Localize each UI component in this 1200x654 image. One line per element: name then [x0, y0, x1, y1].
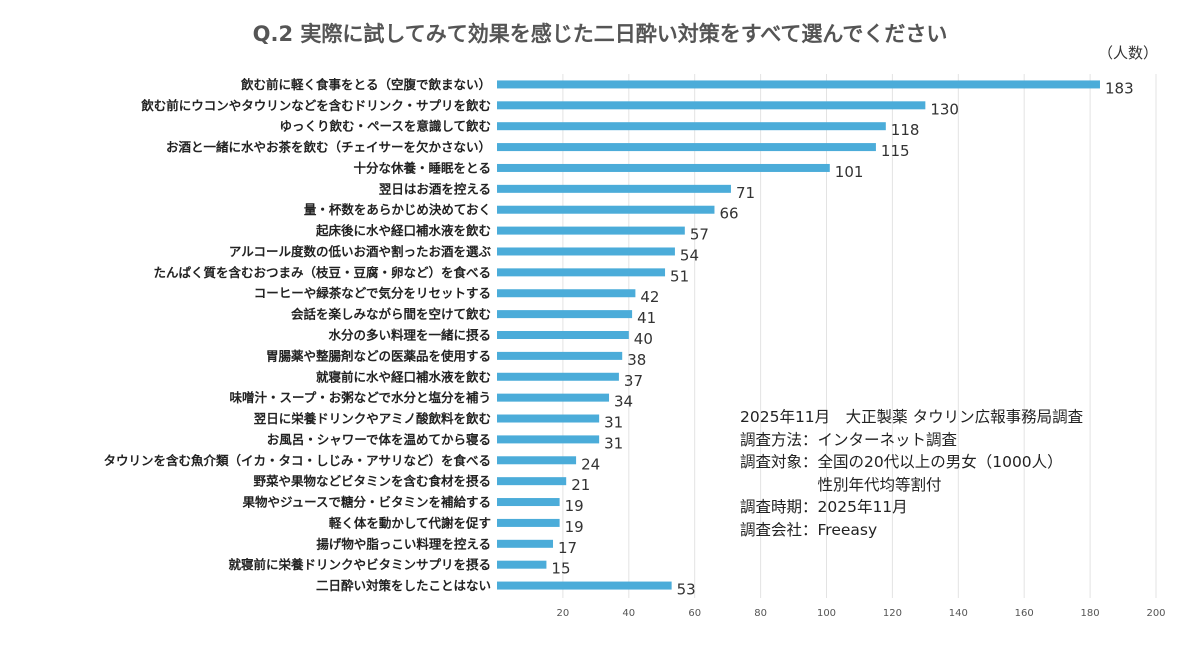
category-label: お酒と一緒に水やお茶を飲む（チェイサーを欠かさない） — [166, 140, 491, 155]
category-label: 量・杯数をあらかじめ決めておく — [304, 202, 491, 217]
value-label: 19 — [565, 518, 584, 536]
bar — [497, 80, 1100, 89]
category-label: アルコール度数の低いお酒や割ったお酒を選ぶ — [229, 244, 492, 259]
survey-note: 2025年11月 大正製薬 タウリン広報事務局調査 調査方法：インターネット調査… — [740, 406, 1083, 541]
bar — [497, 518, 560, 527]
x-tick-label: 160 — [1015, 608, 1034, 619]
value-label: 130 — [930, 100, 959, 118]
category-label: 飲む前にウコンやタウリンなどを含むドリンク・サプリを飲む — [140, 98, 491, 113]
value-labels: 183 130 118 115 101 71 66 57 54 51 42 41 40 38 37 34 31 3… — [551, 79, 1133, 598]
value-label: 31 — [604, 414, 623, 432]
bar — [497, 205, 715, 214]
x-tick-label: 40 — [622, 608, 635, 619]
value-label: 41 — [637, 309, 656, 327]
bar — [497, 247, 675, 256]
x-tick-label: 80 — [754, 608, 767, 619]
value-label: 17 — [558, 539, 577, 557]
bar — [497, 477, 567, 486]
x-tick-label: 20 — [557, 608, 570, 619]
category-label: 翌日に栄養ドリンクやアミノ酸飲料を飲む — [254, 411, 491, 426]
note-line-method: 調査方法：インターネット調査 — [740, 430, 958, 449]
category-label: 翌日はお酒を控える — [379, 181, 491, 196]
note-line-target: 調査対象：全国の20代以上の男女（1000人） — [740, 453, 1063, 471]
bar — [497, 498, 560, 507]
category-label: 飲む前に軽く食事をとる（空腹で飲まない） — [240, 77, 491, 92]
bar — [497, 581, 672, 590]
note-line-allocation: 性別年代均等割付 — [740, 475, 942, 494]
value-label: 183 — [1105, 79, 1134, 97]
category-labels: 飲む前に軽く食事をとる（空腹で飲まない） 飲む前にウコンやタウリンなどを含むドリン… — [103, 77, 491, 593]
category-label: 就寝前に栄養ドリンクやビタミンサプリを摂る — [228, 557, 491, 572]
value-label: 71 — [736, 184, 755, 202]
bar — [497, 393, 610, 402]
x-axis-ticks: 20 40 60 80 100 120 140 160 180 200 — [557, 608, 1166, 619]
category-label: 軽く体を動かして代謝を促す — [329, 515, 491, 530]
bar — [497, 351, 623, 360]
bar — [497, 163, 830, 172]
category-label: 水分の多い料理を一緒に摂る — [328, 328, 491, 343]
bar — [497, 372, 619, 381]
value-label: 21 — [571, 476, 590, 494]
bar — [497, 143, 876, 152]
category-label: お風呂・シャワーで体を温めてから寝る — [267, 432, 491, 447]
value-label: 24 — [581, 455, 600, 473]
bar — [497, 289, 636, 298]
category-label: 十分な休養・睡眠をとる — [353, 160, 491, 175]
bar — [497, 560, 547, 569]
note-line-source: 2025年11月 大正製薬 タウリン広報事務局調査 — [740, 408, 1084, 426]
bar — [497, 331, 629, 339]
value-label: 19 — [565, 497, 584, 515]
value-label: 115 — [881, 142, 910, 160]
value-label: 101 — [835, 163, 864, 181]
category-label: タウリンを含む魚介類（イカ・タコ・しじみ・アサリなど）を食べる — [103, 453, 491, 468]
category-label: 揚げ物や脂っこい料理を控える — [316, 536, 491, 551]
category-label: 起床後に水や経口補水液を飲む — [315, 223, 491, 238]
x-tick-label: 60 — [688, 608, 701, 619]
category-label: 二日酔い対策をしたことはない — [316, 578, 491, 593]
bar — [497, 268, 666, 277]
value-label: 31 — [604, 434, 623, 452]
x-tick-label: 140 — [949, 608, 968, 619]
category-label: 果物やジュースで糖分・ビタミンを補給する — [241, 495, 491, 510]
bar — [497, 456, 577, 465]
bars — [497, 80, 1100, 590]
value-label: 66 — [719, 205, 738, 223]
bar — [497, 310, 633, 319]
category-label: ゆっくり飲む・ペースを意識して飲む — [279, 119, 491, 134]
category-label: 味噌汁・スープ・お粥などで水分と塩分を補う — [229, 390, 491, 405]
value-label: 54 — [680, 246, 699, 264]
x-tick-label: 100 — [817, 608, 836, 619]
note-line-company: 調査会社：Freeasy — [740, 520, 878, 539]
x-tick-label: 120 — [883, 608, 902, 619]
unit-label: （人数） — [1098, 44, 1159, 62]
note-line-period: 調査時期：2025年11月 — [740, 498, 908, 516]
value-label: 118 — [891, 121, 920, 139]
category-label: 野菜や果物などビタミンを含む食材を摂る — [253, 474, 491, 489]
value-label: 57 — [690, 226, 709, 244]
bar — [497, 414, 600, 423]
bar — [497, 122, 886, 131]
value-label: 15 — [551, 560, 570, 578]
category-label: コーヒーや緑茶などで気分をリセットする — [254, 286, 491, 301]
value-label: 51 — [670, 267, 689, 285]
category-label: 胃腸薬や整腸剤などの医薬品を使用する — [266, 348, 491, 363]
bar — [497, 539, 554, 548]
chart-title: Q.2 実際に試してみて効果を感じた二日酔い対策をすべて選んでください — [252, 22, 948, 46]
x-tick-label: 200 — [1146, 608, 1165, 619]
value-label: 38 — [627, 351, 646, 369]
bar — [497, 184, 731, 193]
category-label: 会話を楽しみながら間を空けて飲む — [291, 307, 491, 322]
value-label: 40 — [634, 330, 653, 348]
x-tick-label: 180 — [1081, 608, 1100, 619]
category-label: たんぱく質を含むおつまみ（枝豆・豆腐・卵など）を食べる — [153, 265, 491, 280]
value-label: 42 — [640, 288, 659, 306]
value-label: 53 — [677, 581, 696, 599]
bar — [497, 435, 600, 444]
bar — [497, 101, 926, 110]
category-label: 就寝前に水や経口補水液を飲む — [316, 369, 491, 384]
value-label: 37 — [624, 372, 643, 390]
bar — [497, 226, 685, 235]
value-label: 34 — [614, 393, 633, 411]
